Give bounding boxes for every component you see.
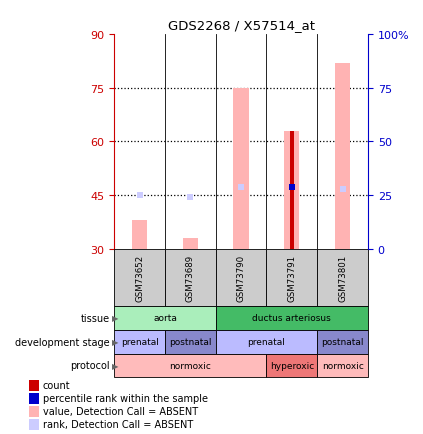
Bar — [29, 406, 39, 417]
Text: GSM73689: GSM73689 — [186, 254, 195, 301]
Bar — [29, 419, 39, 430]
Bar — [233, 89, 249, 250]
Bar — [114, 354, 266, 378]
Bar — [183, 239, 198, 250]
Bar — [317, 250, 368, 306]
Text: ▶: ▶ — [112, 337, 118, 346]
Text: development stage: development stage — [15, 337, 110, 347]
Bar — [114, 250, 165, 306]
Bar — [114, 306, 216, 330]
Text: postnatal: postnatal — [321, 337, 364, 346]
Text: tissue: tissue — [81, 313, 110, 323]
Bar — [266, 354, 317, 378]
Text: GSM73652: GSM73652 — [135, 254, 144, 301]
Text: count: count — [43, 381, 71, 390]
Text: ▶: ▶ — [112, 313, 118, 322]
Bar — [317, 330, 368, 354]
Text: normoxic: normoxic — [170, 361, 211, 370]
Bar — [284, 132, 299, 250]
Bar — [335, 63, 350, 250]
Text: value, Detection Call = ABSENT: value, Detection Call = ABSENT — [43, 407, 198, 416]
Text: rank, Detection Call = ABSENT: rank, Detection Call = ABSENT — [43, 420, 193, 429]
Text: prenatal: prenatal — [121, 337, 159, 346]
Title: GDS2268 / X57514_at: GDS2268 / X57514_at — [168, 19, 315, 32]
Text: normoxic: normoxic — [322, 361, 363, 370]
Bar — [290, 132, 294, 250]
Bar — [216, 250, 266, 306]
Text: protocol: protocol — [70, 361, 110, 371]
Text: GSM73791: GSM73791 — [287, 254, 297, 301]
Text: ductus arteriosus: ductus arteriosus — [253, 313, 331, 322]
Bar — [114, 330, 165, 354]
Text: prenatal: prenatal — [247, 337, 286, 346]
Text: GSM73801: GSM73801 — [338, 254, 347, 301]
Text: percentile rank within the sample: percentile rank within the sample — [43, 394, 208, 403]
Text: aorta: aorta — [153, 313, 177, 322]
Bar — [266, 250, 317, 306]
Text: GSM73790: GSM73790 — [236, 254, 246, 301]
Bar — [317, 354, 368, 378]
Bar — [29, 393, 39, 404]
Bar — [29, 380, 39, 391]
Bar — [216, 306, 368, 330]
Text: postnatal: postnatal — [169, 337, 212, 346]
Text: hyperoxic: hyperoxic — [270, 361, 314, 370]
Bar — [165, 250, 216, 306]
Text: ▶: ▶ — [112, 361, 118, 370]
Bar — [216, 330, 317, 354]
Bar — [165, 330, 216, 354]
Bar — [132, 221, 147, 250]
